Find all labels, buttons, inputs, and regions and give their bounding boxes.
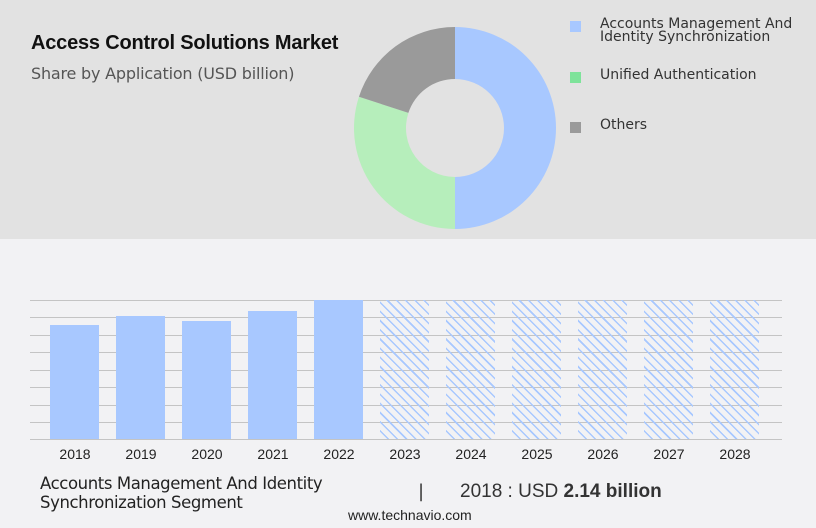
donut-slice-unified-authentication xyxy=(354,96,455,230)
segment-value-prefix: 2018 : USD xyxy=(460,481,559,502)
bar-2022 xyxy=(314,300,363,439)
x-axis-label: 2022 xyxy=(323,446,355,462)
segment-caption-line2: Synchronization Segment xyxy=(40,493,243,512)
legend-item-unified-authentication: Unified Authentication xyxy=(570,66,800,83)
legend-item-accounts-management: Accounts Management And Identity Synchro… xyxy=(570,15,800,45)
bar-2019 xyxy=(116,316,165,439)
segment-caption: Accounts Management And Identity Synchro… xyxy=(40,474,323,512)
chart-subtitle: Share by Application (USD billion) xyxy=(31,64,295,83)
source-url: www.technavio.com xyxy=(348,507,472,523)
x-axis-label: 2026 xyxy=(587,446,619,462)
x-axis-label: 2027 xyxy=(653,446,685,462)
legend-label: Others xyxy=(600,117,648,133)
legend-item-others: Others xyxy=(570,116,800,133)
x-axis-label: 2025 xyxy=(521,446,553,462)
chart-title: Access Control Solutions Market xyxy=(31,32,339,54)
bar-2021 xyxy=(248,311,297,439)
x-axis-label: 2018 xyxy=(59,446,91,462)
top-panel: Access Control Solutions Market Share by… xyxy=(0,0,816,239)
x-axis-label: 2023 xyxy=(389,446,421,462)
forecast-bar-2024 xyxy=(446,300,495,439)
footer-separator: | xyxy=(418,481,425,502)
bar-2018 xyxy=(50,325,99,439)
segment-value: 2018 : USD 2.14 billion xyxy=(460,481,662,503)
forecast-bar-2025 xyxy=(512,300,561,439)
bar-2020 xyxy=(182,321,231,439)
forecast-bar-2028 xyxy=(710,300,759,439)
legend-swatch-gray-icon xyxy=(570,122,581,133)
x-axis-label: 2028 xyxy=(719,446,751,462)
forecast-bar-2023 xyxy=(380,300,429,439)
x-axis-label: 2020 xyxy=(191,446,223,462)
legend-label: Accounts Management And Identity Synchro… xyxy=(600,16,793,45)
forecast-bar-2027 xyxy=(644,300,693,439)
x-axis-label: 2019 xyxy=(125,446,157,462)
legend-swatch-blue-icon xyxy=(570,21,581,32)
donut-chart xyxy=(354,27,556,230)
segment-value-amount: 2.14 billion xyxy=(563,481,662,502)
x-axis-label: 2024 xyxy=(455,446,487,462)
x-axis-label: 2021 xyxy=(257,446,289,462)
legend-label: Unified Authentication xyxy=(600,67,757,83)
donut-slice-others xyxy=(358,27,455,113)
donut-slice-accounts-management xyxy=(455,27,556,229)
segment-caption-line1: Accounts Management And Identity xyxy=(40,474,323,493)
gridline xyxy=(30,439,782,440)
forecast-bar-2026 xyxy=(578,300,627,439)
legend-swatch-green-icon xyxy=(570,72,581,83)
